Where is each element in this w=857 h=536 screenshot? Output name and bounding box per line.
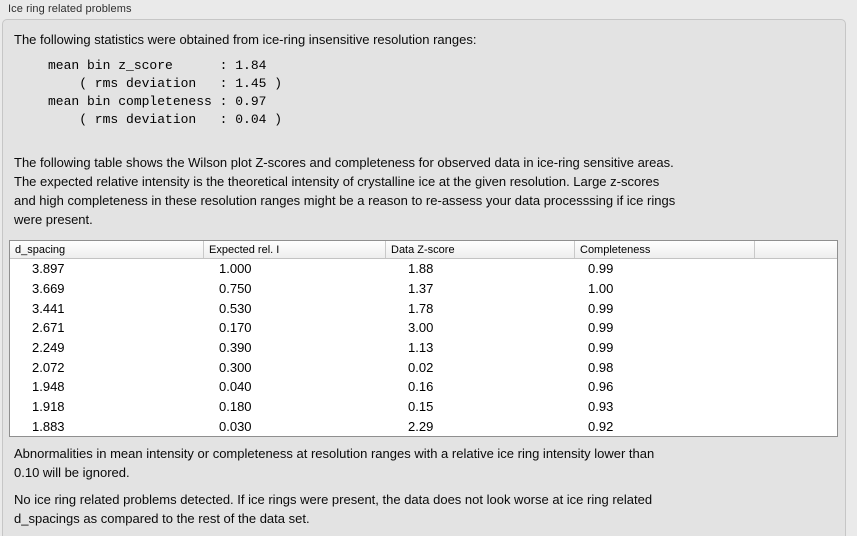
column-header-completeness[interactable]: Completeness <box>574 241 754 258</box>
stat-mean-bin-z-score: mean bin z_score : 1.84 <box>48 58 267 73</box>
table-row[interactable]: 1.918 0.180 0.15 0.93 <box>10 397 837 417</box>
table-cell: 0.170 <box>219 320 252 336</box>
table-cell: 0.300 <box>219 359 252 375</box>
table-cell: 0.02 <box>408 359 434 375</box>
table-row[interactable]: 3.897 1.000 1.88 0.99 <box>10 259 837 279</box>
table-cell: 3.897 <box>32 261 65 277</box>
table-cell: 0.92 <box>588 418 614 434</box>
description-line: and high completeness in these resolutio… <box>14 193 676 208</box>
column-header-d-spacing[interactable]: d_spacing <box>15 244 66 256</box>
table-row[interactable]: 3.441 0.530 1.78 0.99 <box>10 298 837 318</box>
description-line: The expected relative intensity is the t… <box>14 174 660 189</box>
table-cell: 2.671 <box>32 320 65 336</box>
stats-intro-text: The following statistics were obtained f… <box>14 30 476 49</box>
table-cell: 2.249 <box>32 340 65 356</box>
conclusion-line: No ice ring related problems detected. I… <box>14 492 653 507</box>
table-cell: 1.948 <box>32 379 65 395</box>
table-row[interactable]: 2.249 0.390 1.13 0.99 <box>10 338 837 358</box>
table-description-text: The following table shows the Wilson plo… <box>14 153 675 229</box>
table-row[interactable]: 2.072 0.300 0.02 0.98 <box>10 357 837 377</box>
table-cell: 0.030 <box>219 418 252 434</box>
table-cell: 0.750 <box>219 281 252 297</box>
table-cell: 0.96 <box>588 379 614 395</box>
table-cell: 0.16 <box>408 379 434 395</box>
ice-ring-table-header: d_spacing Expected rel. I Data Z-score C… <box>10 241 837 259</box>
stats-intro-line: The following statistics were obtained f… <box>14 32 477 47</box>
ignore-note-line: 0.10 will be ignored. <box>14 465 130 480</box>
table-row[interactable]: 1.883 0.030 2.29 0.92 <box>10 417 837 437</box>
column-header-empty <box>754 241 837 258</box>
table-cell: 1.37 <box>408 281 434 297</box>
table-cell: 0.530 <box>219 300 252 316</box>
table-cell: 0.99 <box>588 261 614 277</box>
table-row[interactable]: 2.671 0.170 3.00 0.99 <box>10 318 837 338</box>
table-cell: 3.00 <box>408 320 434 336</box>
table-cell: 0.98 <box>588 359 614 375</box>
table-cell: 3.441 <box>32 300 65 316</box>
conclusion-text: No ice ring related problems detected. I… <box>14 490 652 528</box>
table-cell: 0.99 <box>588 300 614 316</box>
table-cell: 1.000 <box>219 261 252 277</box>
ice-ring-table[interactable]: d_spacing Expected rel. I Data Z-score C… <box>9 240 838 437</box>
table-cell: 0.99 <box>588 340 614 356</box>
description-line: The following table shows the Wilson plo… <box>14 155 674 170</box>
table-cell: 0.15 <box>408 399 434 415</box>
table-cell: 0.93 <box>588 399 614 415</box>
ignore-note-line: Abnormalities in mean intensity or compl… <box>14 446 655 461</box>
table-cell: 0.180 <box>219 399 252 415</box>
stat-z-score-rms-deviation: ( rms deviation : 1.45 ) <box>48 76 283 91</box>
table-cell: 0.040 <box>219 379 252 395</box>
table-cell: 1.918 <box>32 399 65 415</box>
stats-block: mean bin z_score : 1.84 ( rms deviation … <box>48 57 282 129</box>
stat-mean-bin-completeness: mean bin completeness : 0.97 <box>48 94 267 109</box>
table-cell: 0.99 <box>588 320 614 336</box>
table-cell: 2.29 <box>408 418 434 434</box>
table-cell: 2.072 <box>32 359 65 375</box>
stat-completeness-rms-deviation: ( rms deviation : 0.04 ) <box>48 112 283 127</box>
conclusion-line: d_spacings as compared to the rest of th… <box>14 511 310 526</box>
table-cell: 1.78 <box>408 300 434 316</box>
description-line: were present. <box>14 212 93 227</box>
table-cell: 3.669 <box>32 281 65 297</box>
table-row[interactable]: 1.948 0.040 0.16 0.96 <box>10 377 837 397</box>
ice-ring-table-body: 3.897 1.000 1.88 0.99 3.669 0.750 1.37 1.00 3.44… <box>10 259 837 436</box>
table-cell: 1.88 <box>408 261 434 277</box>
table-cell: 0.390 <box>219 340 252 356</box>
table-cell: 1.883 <box>32 418 65 434</box>
column-header-expected-rel-i[interactable]: Expected rel. I <box>203 241 385 258</box>
ignore-note-text: Abnormalities in mean intensity or compl… <box>14 444 654 482</box>
table-cell: 1.13 <box>408 340 434 356</box>
table-row[interactable]: 3.669 0.750 1.37 1.00 <box>10 279 837 299</box>
table-cell: 1.00 <box>588 281 614 297</box>
panel-title: Ice ring related problems <box>8 3 132 15</box>
column-header-data-z-score[interactable]: Data Z-score <box>385 241 574 258</box>
